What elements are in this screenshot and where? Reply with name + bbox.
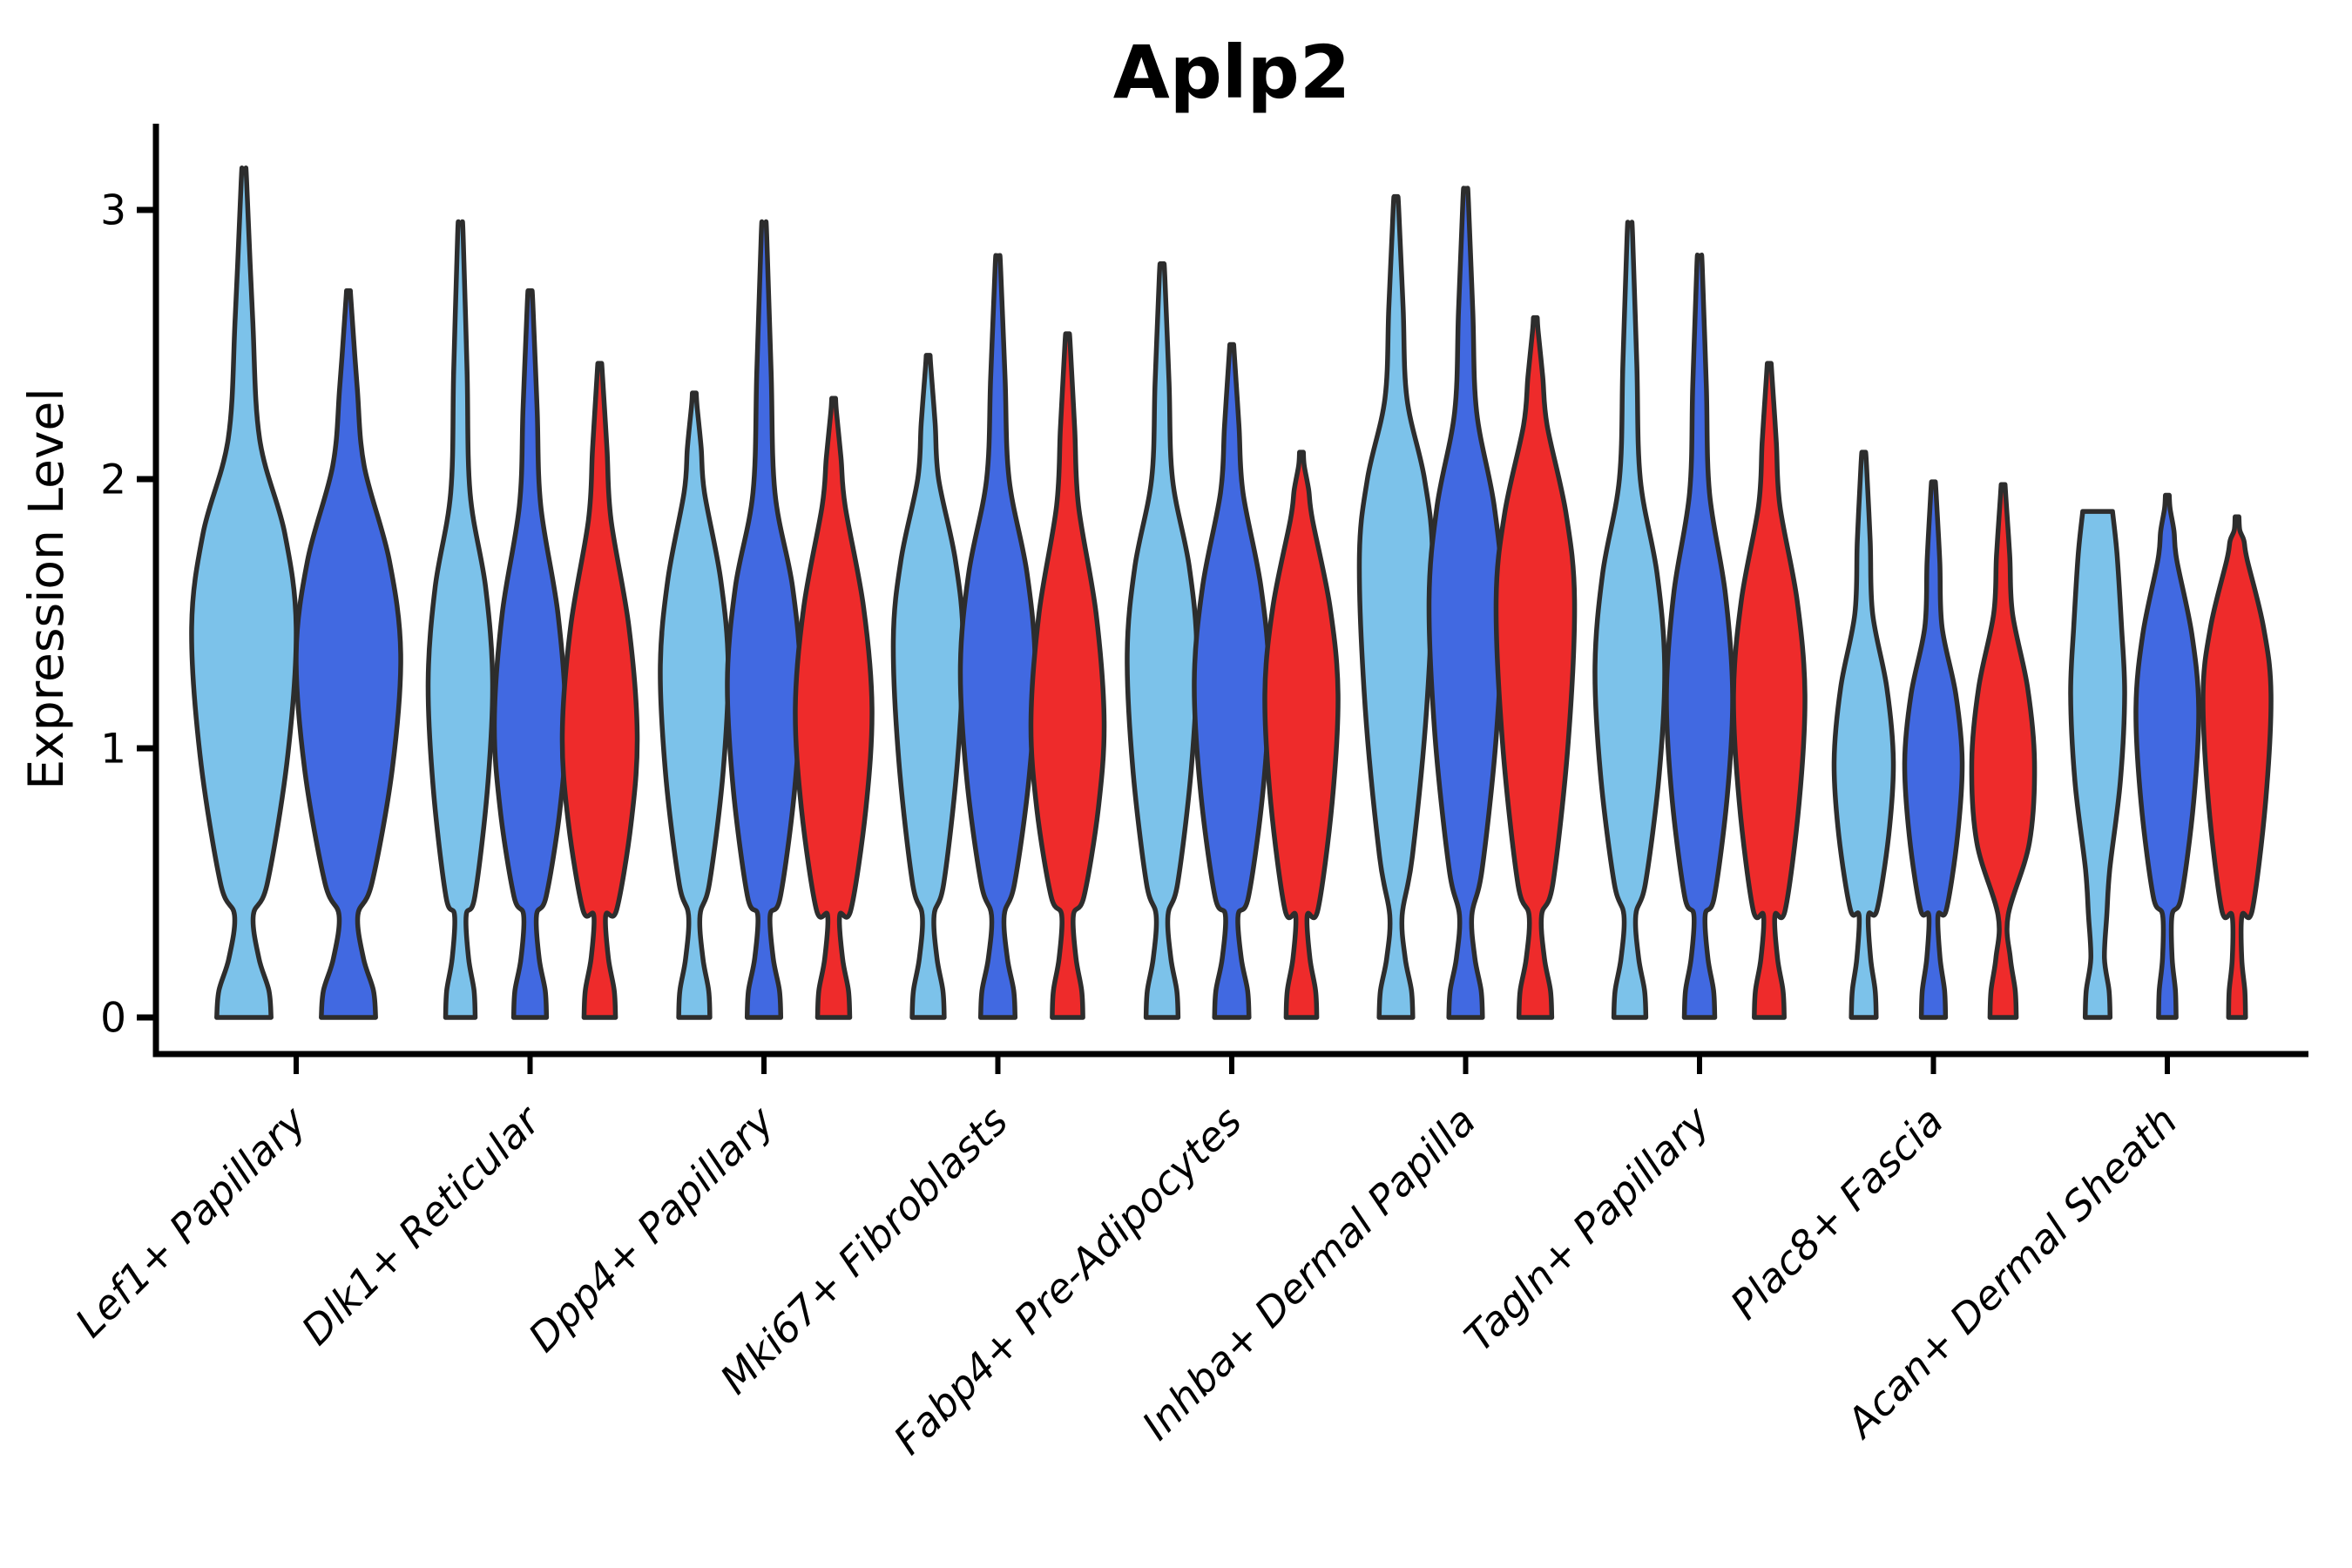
violin-fabp4-pre-adipocytes-series-1 (1125, 261, 1200, 1020)
violin-plac8-fascia-series-3 (1969, 482, 2038, 1020)
violin-acan-dermal-sheath-series-2 (2133, 492, 2201, 1020)
violin-acan-dermal-sheath-series-1 (2068, 509, 2127, 1020)
violin-inhba-dermal-papilla-series-3 (1493, 314, 1578, 1020)
violin-fabp4-pre-adipocytes-series-3 (1262, 449, 1341, 1020)
violin-dlk1-reticular-series-3 (559, 361, 640, 1020)
violin-dpp4-papillary-series-2 (725, 219, 803, 1020)
violin-mki67-fibroblasts-series-1 (890, 353, 966, 1020)
violin-dlk1-reticular-series-1 (425, 219, 496, 1020)
y-tick-label-2: 2 (100, 456, 126, 504)
x-tick-label-lef1-papillary: Lef1+ Papillary (66, 1097, 315, 1346)
x-tick-label-tagln-papillary: Tagln+ Papillary (1455, 1097, 1719, 1361)
y-tick-label-1: 1 (100, 725, 126, 773)
violin-plac8-fascia-series-1 (1831, 449, 1896, 1020)
x-tick-label-dlk1-reticular: Dlk1+ Reticular (293, 1095, 551, 1354)
chart-title: Aplp2 (1113, 30, 1351, 115)
violin-lef1-papillary-series-1 (189, 165, 299, 1020)
violin-mki67-fibroblasts-series-3 (1028, 331, 1107, 1020)
x-tick-label-plac8-fascia: Plac8+ Fascia (1721, 1098, 1952, 1328)
violin-dlk1-reticular-series-2 (491, 287, 569, 1020)
y-tick-label-3: 3 (100, 186, 126, 234)
violins-layer (189, 165, 2274, 1020)
violin-tagln-papillary-series-1 (1592, 220, 1667, 1020)
violin-mki67-fibroblasts-series-2 (957, 253, 1038, 1020)
violin-lef1-papillary-series-2 (294, 287, 403, 1020)
violin-inhba-dermal-papilla-series-1 (1356, 193, 1436, 1020)
y-axis-label: Expression Level (18, 388, 74, 789)
violin-plac8-fascia-series-2 (1902, 479, 1965, 1020)
violin-inhba-dermal-papilla-series-2 (1426, 186, 1505, 1020)
violin-tagln-papillary-series-3 (1731, 361, 1808, 1020)
violin-dpp4-papillary-series-3 (793, 395, 875, 1020)
violin-fabp4-pre-adipocytes-series-2 (1192, 341, 1272, 1020)
x-tick-label-dpp4-papillary: Dpp4+ Papillary (519, 1097, 783, 1361)
y-ticks-layer: 0 1 2 3 (100, 186, 156, 1042)
y-tick-label-0: 0 (100, 994, 126, 1042)
violin-acan-dermal-sheath-series-3 (2200, 514, 2274, 1020)
violin-tagln-papillary-series-2 (1664, 253, 1735, 1020)
violin-dpp4-papillary-series-1 (658, 390, 731, 1020)
